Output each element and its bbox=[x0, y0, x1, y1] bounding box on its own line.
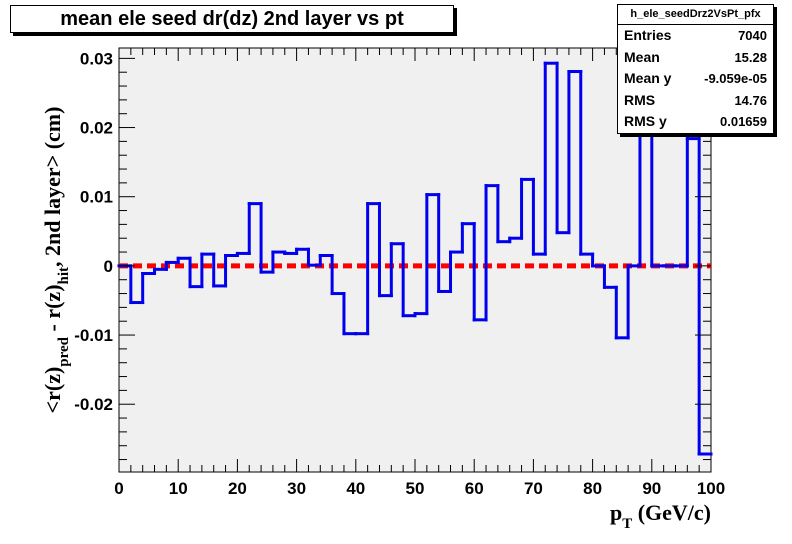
stats-label: RMS y bbox=[624, 113, 667, 129]
stats-label: RMS bbox=[624, 91, 656, 108]
stats-row-rms-y: RMS y 0.01659 bbox=[618, 111, 773, 133]
y-tick-label: 0.01 bbox=[80, 188, 113, 207]
y-tick-label: 0 bbox=[104, 257, 113, 276]
plot-frame bbox=[118, 47, 712, 473]
stats-row-rms: RMS 14.76 bbox=[618, 90, 773, 112]
stats-label: Mean bbox=[624, 48, 660, 65]
stats-value: 7040 bbox=[738, 28, 767, 43]
y-axis-label: <r(z)pred - r(z)hit, 2nd layer> (cm) bbox=[40, 107, 72, 414]
stats-label: Mean y bbox=[624, 70, 672, 86]
stats-histogram-name: h_ele_seedDrz2VsPt_pfx bbox=[618, 5, 773, 25]
x-tick-label: 10 bbox=[169, 479, 188, 498]
stats-label: Entries bbox=[624, 27, 672, 43]
x-tick-label: 70 bbox=[524, 479, 543, 498]
y-axis: -0.02 -0.01 0 0.01 0.02 0.03 bbox=[74, 49, 711, 461]
stats-box: h_ele_seedDrz2VsPt_pfx Entries 7040 Mean… bbox=[617, 4, 774, 134]
x-axis-label: pT (GeV/c) bbox=[610, 500, 711, 532]
y-tick-label: -0.02 bbox=[74, 395, 113, 414]
x-tick-label: 100 bbox=[697, 479, 725, 498]
y-tick-label: -0.01 bbox=[74, 326, 113, 345]
x-tick-label: 60 bbox=[465, 479, 484, 498]
stats-row-mean-y: Mean y -9.059e-05 bbox=[618, 68, 773, 90]
x-tick-label: 0 bbox=[114, 479, 123, 498]
x-tick-label: 30 bbox=[287, 479, 306, 498]
x-axis: 0 10 20 30 40 50 60 70 80 90 100 bbox=[114, 48, 725, 498]
stats-value: -9.059e-05 bbox=[704, 71, 767, 86]
x-tick-label: 80 bbox=[583, 479, 602, 498]
stats-value: 14.76 bbox=[734, 92, 767, 108]
stats-row-mean: Mean 15.28 bbox=[618, 47, 773, 69]
y-tick-label: 0.03 bbox=[80, 49, 113, 68]
x-tick-label: 20 bbox=[228, 479, 247, 498]
x-tick-label: 50 bbox=[406, 479, 425, 498]
y-tick-label: 0.02 bbox=[80, 119, 113, 138]
x-tick-label: 40 bbox=[346, 479, 365, 498]
chart-title: mean ele seed dr(dz) 2nd layer vs pt bbox=[10, 5, 454, 33]
stats-value: 15.28 bbox=[734, 49, 767, 65]
stats-row-entries: Entries 7040 bbox=[618, 25, 773, 47]
x-tick-label: 90 bbox=[642, 479, 661, 498]
stats-value: 0.01659 bbox=[720, 114, 767, 129]
